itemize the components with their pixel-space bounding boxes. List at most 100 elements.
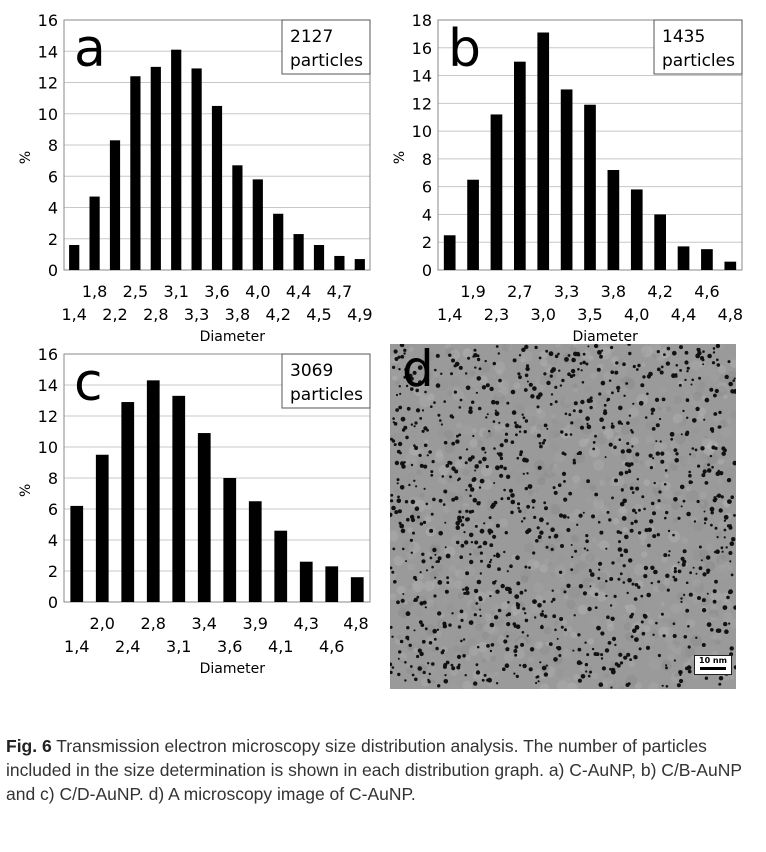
background-grain <box>601 430 611 440</box>
nanoparticle <box>495 553 500 558</box>
y-axis-label: % <box>18 151 34 164</box>
nanoparticle <box>582 591 587 596</box>
nanoparticle <box>521 413 524 416</box>
background-grain <box>657 356 663 362</box>
background-grain <box>684 521 691 528</box>
nanoparticle <box>701 473 706 478</box>
background-grain <box>644 458 656 470</box>
nanoparticle <box>490 643 495 647</box>
background-grain <box>433 371 439 378</box>
nanoparticle <box>536 433 541 438</box>
nanoparticle <box>622 564 626 568</box>
background-grain <box>616 358 624 366</box>
background-grain <box>713 448 726 461</box>
nanoparticle <box>401 547 405 551</box>
background-grain <box>503 651 514 663</box>
nanoparticle <box>630 635 634 638</box>
background-grain <box>553 621 559 627</box>
nanoparticle <box>637 363 641 368</box>
particle-count-box <box>281 19 371 75</box>
background-grain <box>663 561 676 573</box>
background-grain <box>462 681 473 689</box>
nanoparticle <box>524 344 529 350</box>
nanoparticle <box>526 504 530 509</box>
nanoparticle <box>629 658 632 661</box>
nanoparticle <box>504 663 510 668</box>
nanoparticle <box>577 368 580 371</box>
nanoparticle <box>644 416 648 419</box>
y-tick-label: 4 <box>48 199 58 218</box>
background-grain <box>521 350 533 363</box>
background-grain <box>626 450 639 463</box>
background-grain <box>436 379 449 392</box>
bar <box>467 179 479 270</box>
nanoparticle <box>419 417 423 420</box>
x-tick-label: 4,2 <box>265 305 290 324</box>
nanoparticle <box>576 660 582 666</box>
nanoparticle <box>517 506 520 510</box>
nanoparticle <box>686 665 692 670</box>
nanoparticle <box>484 359 487 363</box>
nanoparticle <box>710 628 714 632</box>
background-grain <box>423 554 428 560</box>
nanoparticle <box>407 638 410 641</box>
background-grain <box>406 666 414 674</box>
background-grain <box>722 499 727 505</box>
nanoparticle <box>437 684 441 688</box>
background-grain <box>398 609 407 619</box>
nanoparticle <box>515 602 519 605</box>
y-tick-label: 2 <box>48 562 58 581</box>
nanoparticle <box>728 589 733 595</box>
background-grain <box>406 644 414 651</box>
nanoparticle <box>610 345 614 350</box>
nanoparticle <box>417 365 423 370</box>
nanoparticle <box>535 676 538 679</box>
background-grain <box>633 503 644 513</box>
nanoparticle <box>677 569 682 574</box>
y-tick-label: 10 <box>38 105 58 124</box>
nanoparticle <box>704 676 709 680</box>
nanoparticle <box>405 611 411 617</box>
nanoparticle <box>459 555 463 559</box>
nanoparticle <box>535 539 539 543</box>
nanoparticle <box>525 529 530 535</box>
nanoparticle <box>682 559 687 564</box>
background-grain <box>587 638 595 645</box>
nanoparticle <box>499 473 504 478</box>
nanoparticle <box>504 438 509 443</box>
nanoparticle <box>436 628 440 631</box>
background-grain <box>710 590 722 602</box>
background-grain <box>408 583 420 595</box>
nanoparticle <box>718 676 724 681</box>
nanoparticle <box>521 631 525 634</box>
background-grain <box>605 475 612 482</box>
nanoparticle <box>396 482 399 485</box>
background-grain <box>589 484 597 492</box>
background-grain <box>547 561 553 567</box>
nanoparticle <box>611 561 615 565</box>
background-grain <box>525 415 536 426</box>
nanoparticle <box>395 393 399 397</box>
nanoparticle <box>415 388 419 393</box>
bar <box>313 245 325 270</box>
nanoparticle <box>414 677 418 682</box>
background-grain <box>716 381 728 392</box>
nanoparticle <box>475 670 481 675</box>
background-grain <box>478 612 491 624</box>
nanoparticle <box>684 350 689 355</box>
nanoparticle <box>659 417 662 421</box>
background-grain <box>474 573 483 582</box>
background-grain <box>706 542 715 551</box>
nanoparticle <box>706 568 711 573</box>
nanoparticle <box>714 388 719 394</box>
nanoparticle <box>619 531 623 535</box>
background-grain <box>549 571 556 578</box>
nanoparticle <box>554 628 557 632</box>
nanoparticle <box>488 532 492 535</box>
nanoparticle <box>510 389 516 395</box>
background-grain <box>434 563 444 573</box>
background-grain <box>613 435 623 444</box>
background-grain <box>543 626 552 635</box>
nanoparticle <box>553 534 558 539</box>
nanoparticle <box>589 670 592 674</box>
